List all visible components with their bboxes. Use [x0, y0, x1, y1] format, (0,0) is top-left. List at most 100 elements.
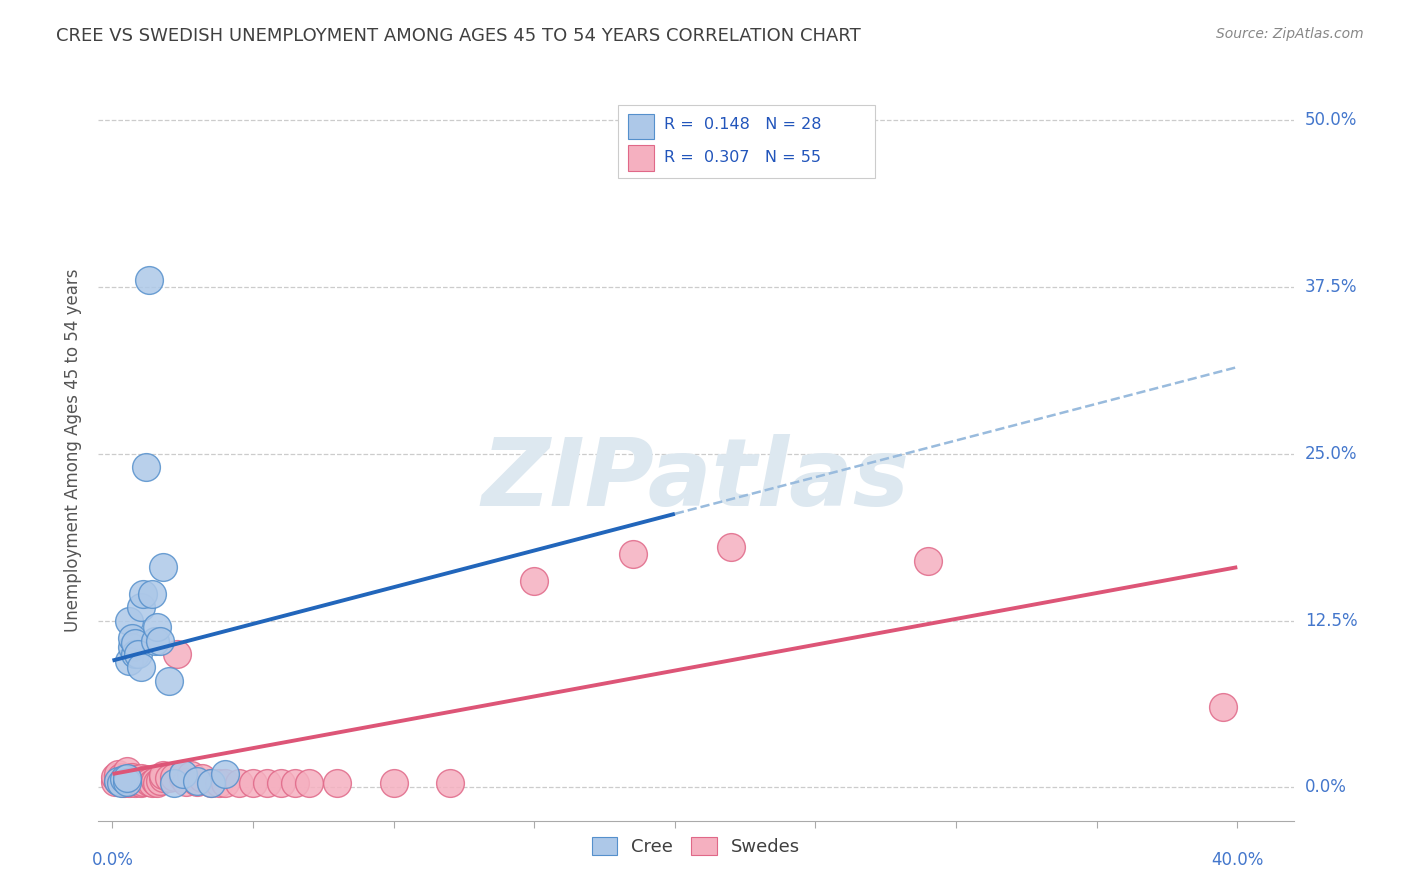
Point [138, 273, 160, 287]
Point [326, 776, 349, 790]
Point [124, 772, 146, 787]
Text: CREE VS SWEDISH UNEMPLOYMENT AMONG AGES 45 TO 54 YEARS CORRELATION CHART: CREE VS SWEDISH UNEMPLOYMENT AMONG AGES … [56, 27, 860, 45]
Point [621, 547, 644, 561]
Point [256, 776, 278, 790]
Point [121, 770, 143, 784]
Point [127, 647, 149, 661]
Point [200, 776, 222, 790]
Point [186, 775, 208, 789]
Point [917, 553, 939, 567]
Point [115, 775, 138, 789]
Point [172, 771, 194, 785]
Point [118, 614, 141, 628]
FancyBboxPatch shape [628, 145, 654, 170]
Point [121, 631, 143, 645]
Text: 37.5%: 37.5% [1305, 278, 1357, 296]
Text: 0.0%: 0.0% [1305, 779, 1347, 797]
Point [152, 771, 174, 785]
Point [270, 776, 292, 790]
Point [115, 775, 138, 789]
Point [124, 636, 146, 650]
Y-axis label: Unemployment Among Ages 45 to 54 years: Unemployment Among Ages 45 to 54 years [63, 268, 82, 632]
Point [118, 771, 141, 785]
Point [107, 767, 129, 781]
Text: 12.5%: 12.5% [1305, 612, 1357, 630]
Point [104, 770, 127, 784]
Text: 50.0%: 50.0% [1305, 112, 1357, 129]
Point [200, 776, 222, 790]
Point [208, 776, 231, 790]
FancyBboxPatch shape [619, 105, 876, 178]
Point [135, 772, 157, 787]
Legend: Cree, Swedes: Cree, Swedes [585, 830, 807, 863]
Point [115, 770, 138, 784]
Text: ZIPatlas: ZIPatlas [482, 434, 910, 526]
Point [157, 771, 180, 785]
Text: R =  0.307   N = 55: R = 0.307 N = 55 [664, 150, 821, 165]
Point [180, 768, 202, 782]
Point [104, 775, 127, 789]
Point [107, 773, 129, 788]
Point [121, 775, 143, 789]
Point [152, 768, 174, 782]
Point [191, 771, 214, 785]
Point [382, 776, 405, 790]
Point [186, 773, 208, 788]
Point [110, 770, 132, 784]
Point [214, 767, 236, 781]
Point [112, 771, 135, 785]
Point [146, 776, 169, 790]
Point [143, 773, 166, 788]
Point [228, 776, 250, 790]
Point [163, 776, 186, 790]
Point [1212, 700, 1234, 714]
Point [242, 776, 264, 790]
Point [146, 620, 169, 634]
Point [107, 773, 129, 788]
Point [149, 773, 172, 788]
Point [115, 764, 138, 779]
Point [112, 772, 135, 787]
Point [439, 776, 461, 790]
Point [127, 775, 149, 789]
Point [172, 767, 194, 781]
Point [115, 771, 138, 785]
Point [138, 775, 160, 789]
Point [284, 776, 307, 790]
Point [157, 673, 180, 688]
Text: 0.0%: 0.0% [91, 851, 134, 869]
Point [152, 560, 174, 574]
Point [149, 633, 172, 648]
Point [129, 660, 152, 674]
Point [118, 654, 141, 668]
Point [163, 770, 186, 784]
Point [172, 767, 194, 781]
Point [143, 633, 166, 648]
Point [298, 776, 321, 790]
Text: R =  0.148   N = 28: R = 0.148 N = 28 [664, 117, 821, 132]
Point [214, 776, 236, 790]
Point [141, 776, 163, 790]
Point [141, 587, 163, 601]
Point [132, 775, 155, 789]
Point [129, 776, 152, 790]
Point [720, 540, 742, 554]
Point [110, 776, 132, 790]
Point [523, 574, 546, 588]
Point [118, 776, 141, 790]
Point [166, 647, 188, 661]
Point [121, 640, 143, 655]
Point [124, 776, 146, 790]
Point [110, 775, 132, 789]
Text: 25.0%: 25.0% [1305, 445, 1357, 463]
Point [124, 647, 146, 661]
Point [132, 587, 155, 601]
Point [174, 775, 197, 789]
FancyBboxPatch shape [628, 113, 654, 139]
Point [129, 771, 152, 785]
Point [135, 460, 157, 475]
Text: 40.0%: 40.0% [1211, 851, 1264, 869]
Point [112, 776, 135, 790]
Text: Source: ZipAtlas.com: Source: ZipAtlas.com [1216, 27, 1364, 41]
Point [129, 600, 152, 615]
